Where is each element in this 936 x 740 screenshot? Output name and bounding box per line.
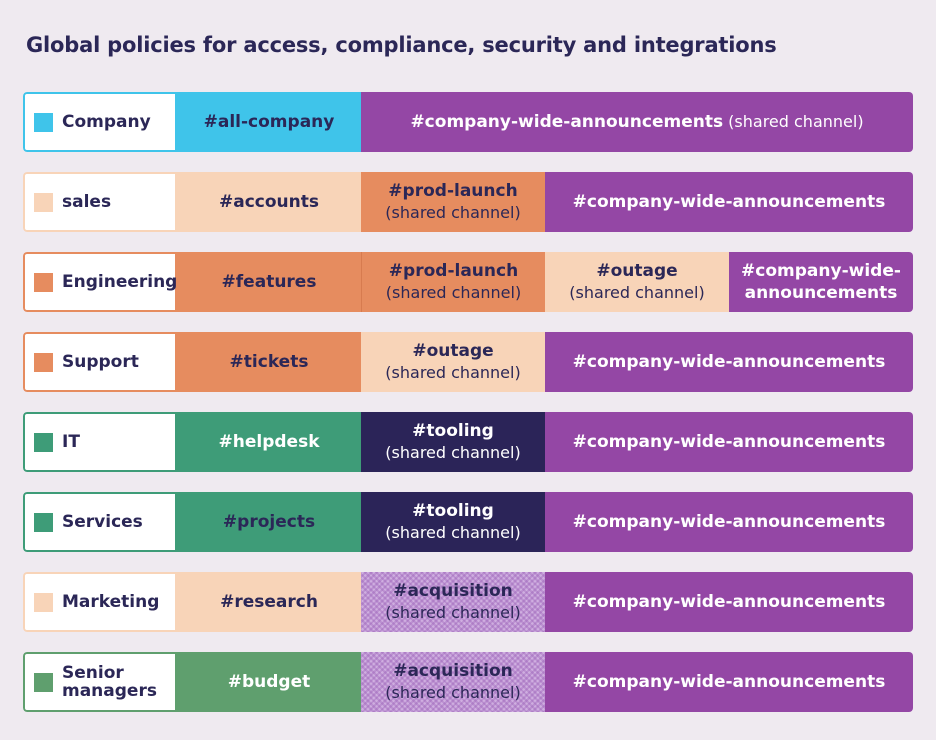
channel-note: (shared channel) [385, 603, 521, 622]
channel-name: #company-wide-announcements [572, 592, 886, 612]
channel-cell: #helpdesk [177, 412, 361, 472]
channel-name: #helpdesk [218, 432, 320, 452]
color-swatch [34, 352, 53, 372]
row-label: IT [23, 412, 177, 472]
channel-name: #budget [227, 672, 311, 692]
channel-cell: #company-wide-announcements [545, 652, 913, 712]
color-swatch [34, 272, 53, 292]
channel-cell: #tooling (shared channel) [361, 412, 545, 472]
row-label: Support [23, 332, 177, 392]
channel-name: #outage [412, 341, 494, 361]
row-company: Company #all-company #company-wide-annou… [23, 92, 913, 152]
channel-cell: #projects [177, 492, 361, 552]
label-text: Support [62, 352, 139, 372]
channel-inline: #company-wide-announcements (shared chan… [410, 111, 863, 133]
channel-name: #tickets [229, 352, 309, 372]
channel-cell: #company-wide-announcements [545, 492, 913, 552]
channel-name: #acquisition [393, 661, 513, 681]
color-swatch [34, 672, 53, 692]
row-label: Marketing [23, 572, 177, 632]
channel-name: #company-wide-announcements [572, 672, 886, 692]
channel-note: (shared channel) [385, 683, 521, 702]
channel-cell: #tickets [177, 332, 361, 392]
channel-cell: #prod-launch (shared channel) [361, 252, 545, 312]
channel-cell: #acquisition (shared channel) [361, 572, 545, 632]
channel-name: #outage [596, 261, 678, 281]
row-label: Senior managers [23, 652, 177, 712]
channel-cell: #prod-launch (shared channel) [361, 172, 545, 232]
channel-note: (shared channel) [385, 203, 521, 222]
channel-name: #company-wide-announcements [572, 192, 886, 212]
channel-cell: #all-company [177, 92, 361, 152]
channel-cell: #acquisition (shared channel) [361, 652, 545, 712]
row-support: Support #tickets #outage (shared channel… [23, 332, 913, 392]
channel-note: (shared channel) [385, 363, 521, 382]
channel-note: (shared channel) [385, 443, 521, 462]
row-engineering: Engineering #features #prod-launch (shar… [23, 252, 913, 312]
color-swatch [34, 432, 53, 452]
policy-rows: Company #all-company #company-wide-annou… [23, 92, 913, 732]
channel-name: #prod-launch [388, 181, 518, 201]
row-sales: sales #accounts #prod-launch (shared cha… [23, 172, 913, 232]
channel-cell: #company-wide-announcements [545, 332, 913, 392]
channel-name: #company-wide-announcements [572, 352, 886, 372]
color-swatch [34, 112, 53, 132]
channel-cell: #accounts [177, 172, 361, 232]
channel-cell: #outage (shared channel) [545, 252, 729, 312]
row-label: Engineering [23, 252, 177, 312]
channel-name: #all-company [203, 112, 335, 132]
label-text: Marketing [62, 592, 160, 612]
channel-cell: #outage (shared channel) [361, 332, 545, 392]
label-text: Company [62, 112, 151, 132]
label-text: IT [62, 432, 80, 452]
color-swatch [34, 512, 53, 532]
color-swatch [34, 592, 53, 612]
page-title: Global policies for access, compliance, … [26, 33, 777, 57]
channel-note: (shared channel) [569, 283, 705, 302]
row-services: Services #projects #tooling (shared chan… [23, 492, 913, 552]
channel-cell: #budget [177, 652, 361, 712]
label-text: sales [62, 192, 112, 212]
channel-cell: #company-wide-announcements [545, 412, 913, 472]
label-text: Services [62, 512, 143, 532]
color-swatch [34, 192, 53, 212]
channel-name: #accounts [219, 192, 319, 212]
row-label: Company [23, 92, 177, 152]
channel-cell: #research [177, 572, 361, 632]
channel-name: #company-wide-announcements [572, 432, 886, 452]
channel-name: #company-wide-announcements [572, 512, 886, 532]
row-it: IT #helpdesk #tooling (shared channel) #… [23, 412, 913, 472]
row-marketing: Marketing #research #acquisition (shared… [23, 572, 913, 632]
channel-name: #tooling [412, 501, 494, 521]
channel-cell: #company-wide- announcements [729, 252, 913, 312]
row-label: sales [23, 172, 177, 232]
channel-name: #acquisition [393, 581, 513, 601]
channel-note: (shared channel) [385, 283, 522, 302]
channel-note: (shared channel) [728, 112, 864, 131]
channel-name: #features [221, 272, 317, 292]
channel-cell: #company-wide-announcements [545, 172, 913, 232]
channel-cell: #features [177, 252, 361, 312]
channel-cell: #tooling (shared channel) [361, 492, 545, 552]
row-senior-managers: Senior managers #budget #acquisition (sh… [23, 652, 913, 712]
channel-name: #tooling [412, 421, 494, 441]
channel-cell: #company-wide-announcements [545, 572, 913, 632]
label-text: Senior managers [62, 663, 157, 701]
channel-cell: #company-wide-announcements (shared chan… [361, 92, 913, 152]
channel-note: announcements [744, 283, 898, 303]
channel-note: (shared channel) [385, 523, 521, 542]
channel-name: #projects [222, 512, 316, 532]
channel-name: #company-wide- [741, 261, 901, 281]
row-label: Services [23, 492, 177, 552]
channel-name: #company-wide-announcements [410, 112, 724, 132]
channel-name: #prod-launch [388, 261, 519, 281]
label-text: Engineering [62, 272, 178, 292]
channel-name: #research [220, 592, 318, 612]
